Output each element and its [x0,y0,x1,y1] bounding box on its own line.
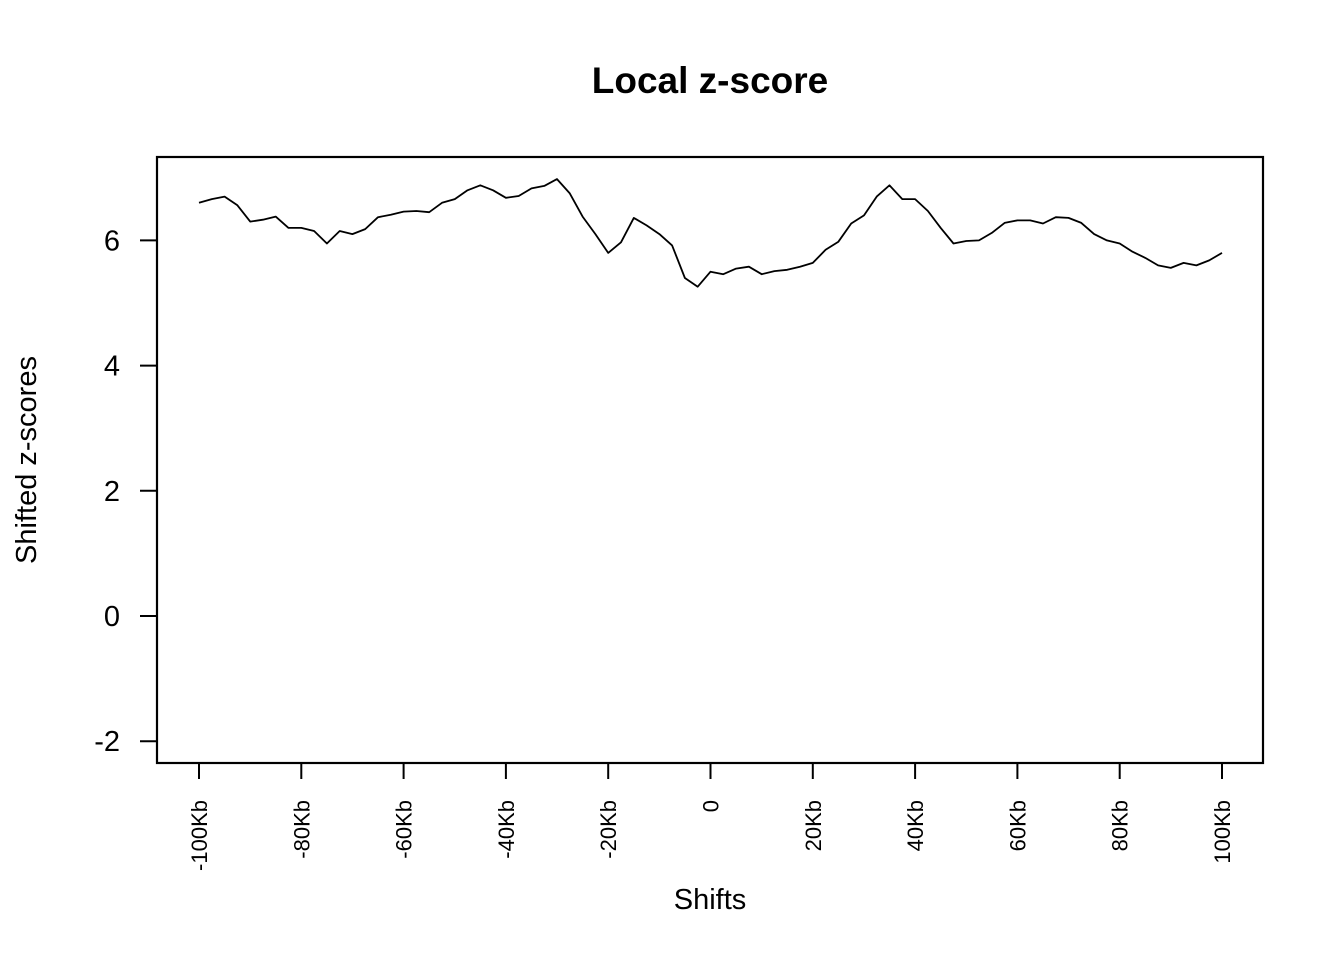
x-tick-label: -40Kb [494,800,519,859]
x-tick-label: 100Kb [1210,800,1235,864]
y-tick-label: 6 [104,225,120,257]
plot-frame [155,155,1265,765]
x-axis-label: Shifts [674,884,747,916]
y-axis: -2 0 2 4 6 [94,225,157,758]
x-tick-label: 60Kb [1005,800,1030,851]
chart-title: Local z-score [592,60,828,101]
series-line [198,178,1223,288]
x-tick-label: 40Kb [903,800,928,851]
x-tick-label: -20Kb [596,800,621,859]
x-tick-label: 20Kb [801,800,826,851]
y-tick-label: 4 [104,351,120,383]
y-axis-label: Shifted z-scores [11,356,43,564]
x-tick-label: -60Kb [392,800,417,859]
x-tick-label: 80Kb [1108,800,1133,851]
x-tick-label: 0 [699,800,724,812]
y-tick-label: -2 [94,726,120,758]
y-tick-label: 0 [104,601,120,633]
x-axis: -100Kb -80Kb -60Kb -40Kb -20Kb 0 20Kb 40Kb 60Kb 8… [187,763,1235,871]
x-tick-label: -100Kb [187,800,212,871]
y-tick-label: 2 [104,476,120,508]
x-tick-label: -80Kb [289,800,314,859]
